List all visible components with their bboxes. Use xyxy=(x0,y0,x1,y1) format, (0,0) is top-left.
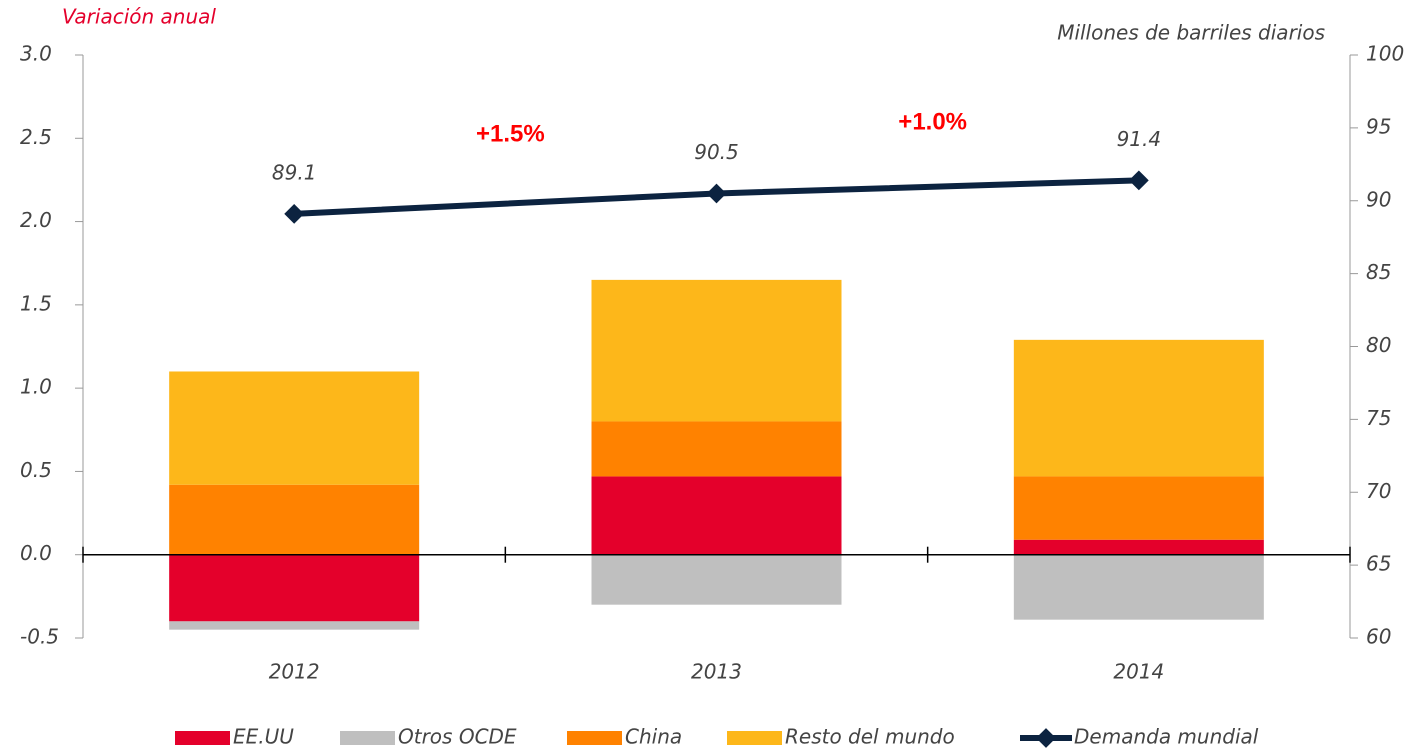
line-marker xyxy=(706,183,727,204)
y2-tick-label: 80 xyxy=(1366,333,1391,357)
legend-swatch xyxy=(727,731,782,745)
y2-tick-label: 100 xyxy=(1366,42,1404,66)
legend-swatch xyxy=(567,731,622,745)
legend-label: EE.UU xyxy=(233,725,294,748)
bar-segment xyxy=(169,371,420,485)
y-tick-label: 0.5 xyxy=(20,458,52,482)
data-label: 91.4 xyxy=(1117,127,1162,151)
y2-tick-label: 60 xyxy=(1366,625,1391,649)
left-axis-title: Variación anual xyxy=(62,5,216,29)
bar-segment xyxy=(1013,554,1264,620)
annotation: +1.0% xyxy=(898,108,967,135)
y-tick-label: 2.0 xyxy=(20,208,52,232)
right-axis-title: Millones de barriles diarios xyxy=(1057,21,1325,45)
legend-label: Resto del mundo xyxy=(785,725,955,748)
y-tick-label: 0.0 xyxy=(20,541,52,565)
y-tick-label: 1.0 xyxy=(20,375,52,399)
x-tick-label: 2013 xyxy=(691,660,742,684)
y2-tick-label: 75 xyxy=(1366,406,1391,430)
bar-segment xyxy=(1013,539,1264,555)
y-tick-label: 3.0 xyxy=(20,42,52,66)
x-tick-label: 2012 xyxy=(269,660,320,684)
bar-segment xyxy=(169,621,420,630)
legend-swatch xyxy=(340,731,395,745)
bar-segment xyxy=(1013,476,1264,540)
bar-segment xyxy=(591,476,842,555)
legend-swatch xyxy=(175,731,230,745)
x-tick-label: 2014 xyxy=(1113,660,1164,684)
legend-label: Demanda mundial xyxy=(1074,725,1259,748)
y2-tick-label: 70 xyxy=(1366,479,1391,503)
bar-segment xyxy=(1013,339,1264,477)
y2-tick-label: 65 xyxy=(1366,552,1391,576)
bar-segment xyxy=(169,554,420,622)
data-label: 90.5 xyxy=(694,140,739,164)
annotation: +1.5% xyxy=(476,120,545,147)
legend-swatch xyxy=(1036,728,1056,748)
legend-label: Otros OCDE xyxy=(398,725,517,748)
bar-segment xyxy=(169,484,420,555)
y2-tick-label: 95 xyxy=(1366,114,1391,138)
line-marker xyxy=(284,203,305,224)
y2-tick-label: 90 xyxy=(1366,187,1391,211)
bar-segment xyxy=(591,421,842,477)
y-tick-label: -0.5 xyxy=(20,625,59,649)
bar-segment xyxy=(591,279,842,422)
y-tick-label: 2.5 xyxy=(20,125,52,149)
line-marker xyxy=(1128,170,1149,191)
y2-tick-label: 85 xyxy=(1366,260,1391,284)
legend-label: China xyxy=(625,725,682,748)
data-label: 89.1 xyxy=(272,160,317,184)
bar-segment xyxy=(591,554,842,605)
y-tick-label: 1.5 xyxy=(20,291,52,315)
